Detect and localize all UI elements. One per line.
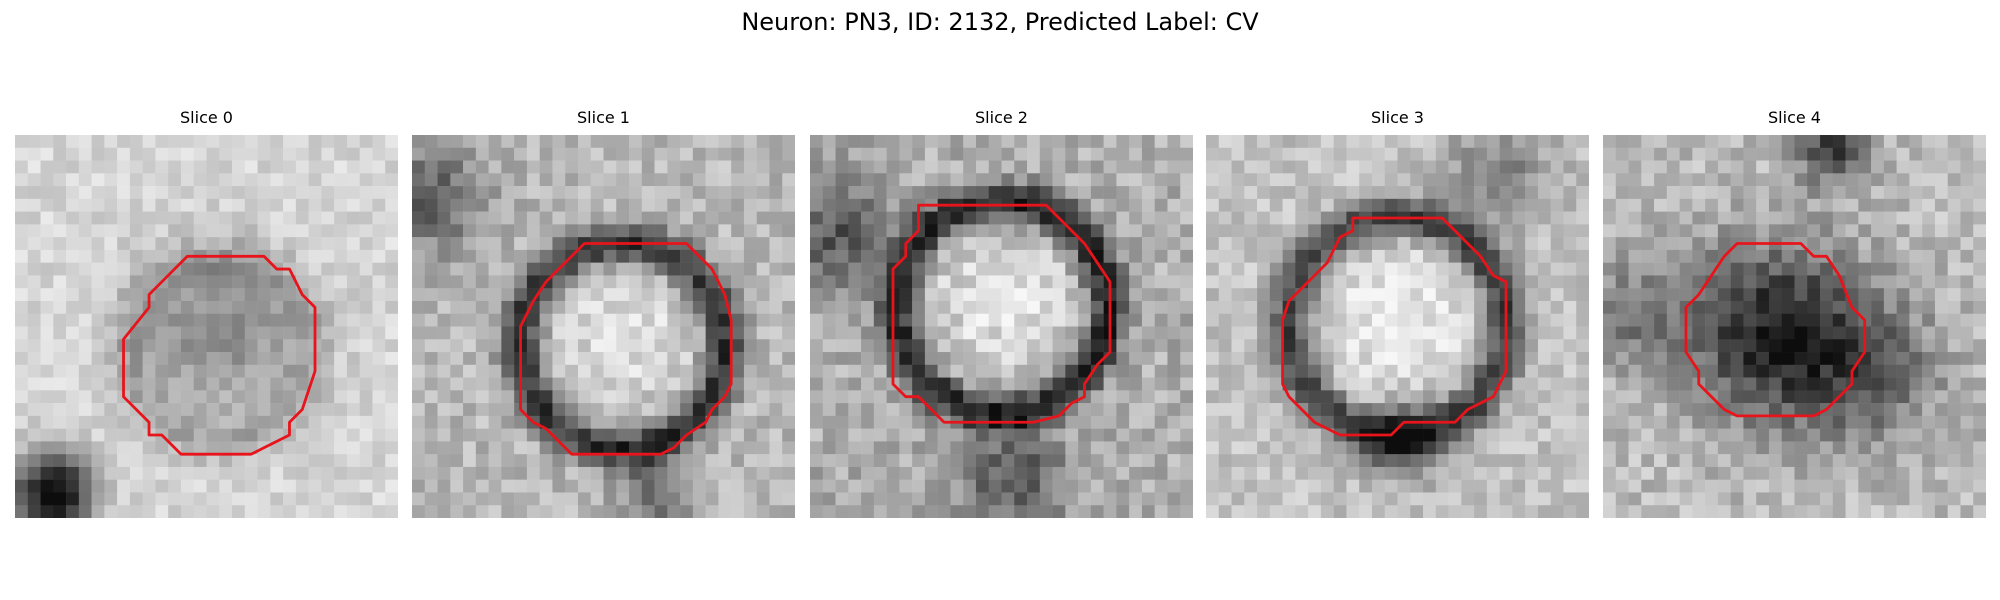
slice-title: Slice 2 <box>975 108 1028 127</box>
slice-pixels <box>412 135 795 518</box>
slice-panel-4: Slice 4 <box>1603 108 1986 518</box>
slice-pixels <box>1206 135 1589 518</box>
slice-pixels <box>1603 135 1986 518</box>
boundary-contour <box>1684 242 1867 418</box>
slice-image <box>1206 135 1589 518</box>
figure-title: Neuron: PN3, ID: 2132, Predicted Label: … <box>741 8 1259 36</box>
slice-title: Slice 0 <box>180 108 233 127</box>
slice-title: Slice 4 <box>1768 108 1821 127</box>
boundary-contour <box>519 242 733 456</box>
slice-image <box>1603 135 1986 518</box>
slice-image <box>810 135 1193 518</box>
boundary-contour <box>122 254 317 456</box>
boundary-contour <box>1281 216 1508 437</box>
slice-panel-1: Slice 1 <box>412 108 795 518</box>
slice-title: Slice 1 <box>577 108 630 127</box>
slice-title: Slice 3 <box>1371 108 1424 127</box>
slice-panel-2: Slice 2 <box>810 108 1193 518</box>
slice-pixels <box>810 135 1193 518</box>
slice-panel-0: Slice 0 <box>15 108 398 518</box>
slice-image <box>412 135 795 518</box>
slice-panel-3: Slice 3 <box>1206 108 1589 518</box>
slice-image <box>15 135 398 518</box>
boundary-contour <box>891 203 1112 424</box>
slice-pixels <box>15 135 398 518</box>
